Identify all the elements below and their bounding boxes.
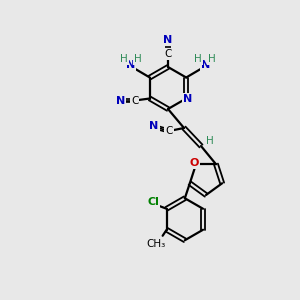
Text: H: H bbox=[134, 55, 142, 64]
Text: O: O bbox=[189, 158, 199, 168]
Text: C: C bbox=[131, 95, 139, 106]
Text: N: N bbox=[149, 121, 159, 131]
Text: H: H bbox=[206, 136, 214, 146]
Text: Cl: Cl bbox=[148, 197, 160, 207]
Text: N: N bbox=[116, 95, 125, 106]
Text: N: N bbox=[183, 94, 192, 103]
Text: C: C bbox=[165, 126, 173, 136]
Text: H: H bbox=[120, 55, 128, 64]
Text: H: H bbox=[208, 55, 216, 64]
Text: N: N bbox=[201, 61, 210, 70]
Text: N: N bbox=[126, 61, 135, 70]
Text: N: N bbox=[164, 35, 172, 45]
Text: H: H bbox=[194, 55, 202, 64]
Text: CH₃: CH₃ bbox=[146, 239, 165, 249]
Text: C: C bbox=[164, 49, 172, 59]
